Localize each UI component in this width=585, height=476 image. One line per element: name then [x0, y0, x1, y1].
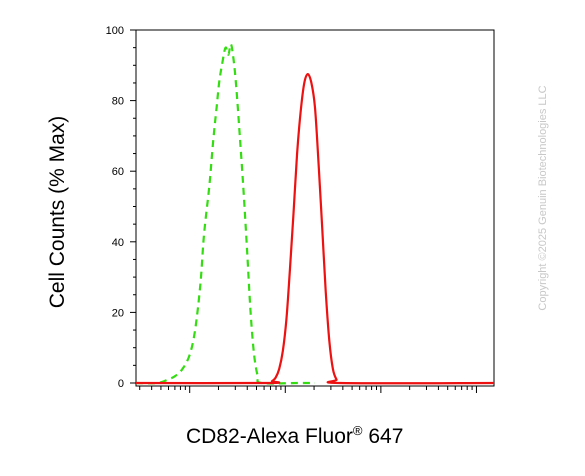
series-line-1: [135, 42, 315, 385]
x-axis-title-main: CD82-Alexa Fluor: [186, 425, 353, 448]
y-tick-label: 0: [118, 378, 124, 390]
y-tick-label: 40: [112, 237, 124, 249]
x-axis: [139, 386, 477, 393]
y-axis: 0 20 40 60 80 100: [106, 25, 136, 390]
y-tick-label: 60: [112, 166, 124, 178]
y-tick-label: 100: [106, 25, 124, 37]
x-axis-title: CD82-Alexa Fluor® 647: [186, 423, 403, 448]
plot-frame: [135, 29, 495, 387]
series-layer: [135, 42, 495, 385]
copyright-text: Copyright ©2025 Genuin Biotechnologies L…: [537, 85, 549, 310]
x-axis-title-suffix: 647: [363, 425, 404, 448]
y-axis-title: Cell Counts (% Max): [46, 116, 69, 309]
series-line-2: [135, 73, 495, 385]
y-tick-label: 20: [112, 307, 124, 319]
x-axis-title-registered-mark: ®: [353, 423, 363, 438]
y-tick-label: 80: [112, 96, 124, 108]
